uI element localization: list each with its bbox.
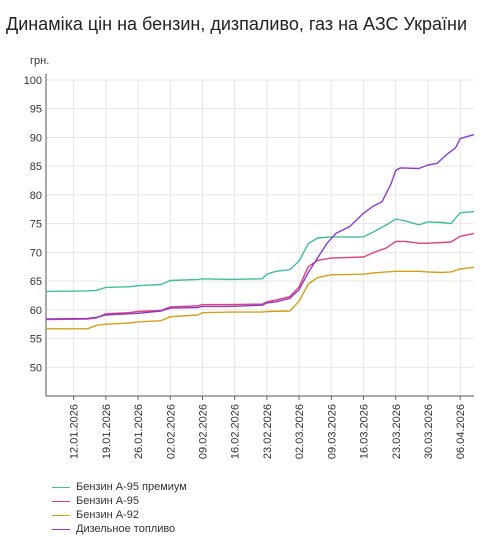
legend-swatch	[52, 514, 70, 516]
legend-swatch	[52, 486, 70, 488]
y-tick-label: 100	[24, 75, 42, 87]
legend-label: Бензин А-95 премиум	[76, 481, 187, 493]
legend-item[interactable]: Бензин А-95 премиум	[52, 480, 187, 494]
x-tick-label: 23.03.2026	[391, 404, 403, 459]
y-tick-label: 70	[30, 247, 42, 259]
y-tick-label: 50	[30, 362, 42, 374]
series-line-4	[45, 133, 475, 320]
y-tick-label: 95	[30, 104, 42, 116]
x-tick-label: 26.01.2026	[133, 404, 145, 459]
legend-swatch	[52, 528, 70, 530]
x-tick-label: 23.02.2026	[262, 404, 274, 459]
x-tick-label: 02.03.2026	[294, 404, 306, 459]
series-line-2	[45, 232, 475, 321]
series-line-3	[46, 266, 475, 330]
legend-swatch	[52, 500, 70, 502]
legend-label: Бензин А-95	[76, 495, 139, 507]
y-tick-label: 75	[30, 219, 42, 231]
legend-item[interactable]: Бензин А-92	[52, 508, 187, 522]
x-tick-label: 02.02.2026	[165, 404, 177, 459]
chart-legend: Бензин А-95 премиум Бензин А-95 Бензин А-9…	[52, 480, 187, 536]
y-axis-unit-label: грн.	[30, 55, 49, 67]
legend-item[interactable]: Бензин А-95	[52, 494, 187, 508]
x-tick-label: 09.02.2026	[197, 404, 209, 459]
x-tick-label: 09.03.2026	[326, 404, 338, 459]
y-tick-label: 65	[30, 276, 42, 288]
y-tick-label: 80	[30, 190, 42, 202]
x-tick-label: 30.03.2026	[423, 404, 435, 459]
x-tick-label: 16.02.2026	[230, 404, 242, 459]
y-tick-label: 60	[30, 305, 42, 317]
chart-title: Динаміка цін на бензин, дизпаливо, газ н…	[6, 14, 468, 34]
x-tick-label: 12.01.2026	[69, 404, 81, 459]
x-tick-label: 19.01.2026	[101, 404, 113, 459]
legend-item[interactable]: Дизельное топливо	[52, 522, 187, 536]
x-tick-label: 16.03.2026	[359, 404, 371, 459]
series-line-1	[45, 210, 475, 293]
y-tick-label: 90	[30, 132, 42, 144]
legend-label: Бензин А-92	[76, 509, 139, 521]
y-tick-label: 55	[30, 334, 42, 346]
legend-label: Дизельное топливо	[76, 523, 176, 535]
y-tick-label: 85	[30, 161, 42, 173]
x-tick-label: 06.04.2026	[455, 404, 467, 459]
